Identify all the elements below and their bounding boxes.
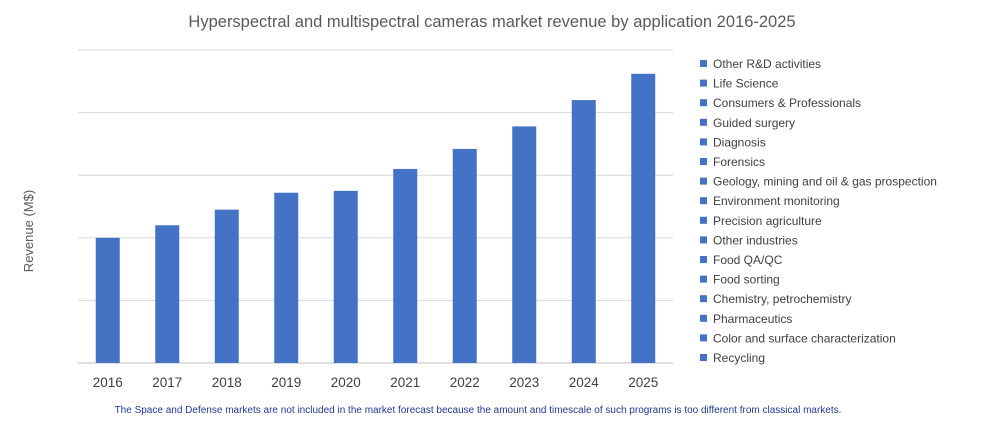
legend-swatch — [700, 177, 707, 185]
x-tick-label: 2022 — [450, 375, 480, 390]
x-tick-label: 2023 — [509, 375, 539, 390]
x-tick-label: 2021 — [390, 375, 420, 390]
bar-2023 — [512, 126, 537, 363]
bar-2020 — [333, 190, 358, 363]
legend-swatch — [700, 138, 707, 146]
legend-swatch — [700, 79, 707, 87]
legend-entry: Food sorting — [713, 273, 780, 287]
legend-swatch — [700, 295, 707, 303]
legend-swatch — [700, 334, 707, 342]
legend-entry: Diagnosis — [713, 135, 766, 149]
legend-swatch — [700, 236, 707, 244]
legend-entry: Environment monitoring — [713, 194, 840, 208]
legend: Other R&D activities Life Science Consumer… — [700, 57, 937, 365]
legend-entry: Recycling — [713, 351, 765, 365]
bar-2022 — [452, 148, 477, 363]
bar-2016 — [95, 237, 120, 363]
legend-swatch — [700, 99, 707, 107]
bar-2018 — [214, 209, 239, 363]
legend-entry: Other industries — [713, 233, 798, 247]
footnote: The Space and Defense markets are not in… — [115, 405, 842, 416]
legend-swatch — [700, 60, 707, 67]
legend-swatch — [700, 158, 707, 165]
x-tick-label: 2016 — [93, 375, 123, 390]
legend-swatch — [700, 314, 707, 322]
y-axis-label: Revenue (M$) — [21, 190, 36, 272]
legend-swatch — [700, 256, 707, 263]
legend-swatch — [700, 216, 707, 224]
bar-2019 — [274, 192, 299, 363]
legend-entry: Other R&D activities — [713, 57, 821, 71]
x-tick-label: 2025 — [628, 375, 658, 390]
legend-entry: Pharmaceutics — [713, 312, 792, 326]
legend-entry: Chemistry, petrochemistry — [713, 292, 851, 306]
legend-swatch — [700, 118, 707, 126]
x-tick-label: 2019 — [271, 375, 301, 390]
x-tick-label: 2018 — [212, 375, 242, 390]
x-tick-label: 2020 — [331, 375, 361, 390]
legend-entry: Consumers & Professionals — [713, 96, 861, 110]
legend-swatch — [700, 197, 707, 205]
legend-swatch — [700, 275, 707, 283]
chart-title: Hyperspectral and multispectral cameras … — [188, 13, 795, 31]
legend-entry: Geology, mining and oil & gas prospectio… — [713, 175, 937, 189]
bar-2024 — [571, 100, 596, 363]
legend-swatch — [700, 354, 707, 361]
legend-entry: Life Science — [713, 77, 779, 91]
legend-entry: Food QA/QC — [713, 253, 783, 267]
legend-entry: Guided surgery — [713, 116, 795, 130]
bar-2025 — [631, 73, 656, 364]
legend-entry: Precision agriculture — [713, 214, 822, 228]
x-tick-label: 2024 — [569, 375, 600, 390]
legend-entry: Forensics — [713, 155, 765, 169]
legend-entry: Color and surface characterization — [713, 331, 896, 345]
bar-2017 — [155, 225, 180, 363]
bar-series — [95, 73, 656, 364]
x-axis-ticks: 2016 2017 2018 2019 2020 2021 2022 2023 2024 2025 — [93, 375, 659, 390]
x-tick-label: 2017 — [152, 375, 182, 390]
bar-2021 — [393, 168, 418, 363]
